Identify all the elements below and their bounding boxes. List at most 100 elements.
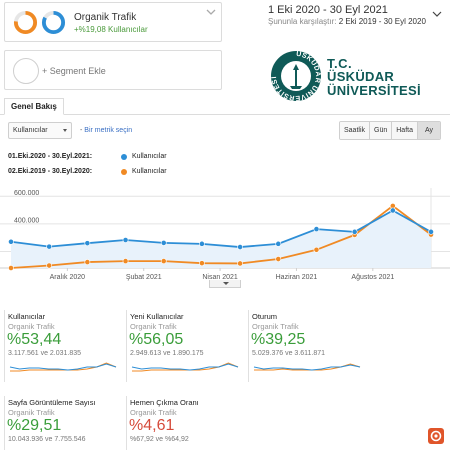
segment-ring-compare-icon xyxy=(41,10,66,35)
segment-ring-icon xyxy=(13,10,38,35)
add-metric[interactable]: - Bir metrik seçin xyxy=(80,127,132,134)
card-sparkline xyxy=(253,363,361,371)
card-values: 5.029.376 ve 3.611.871 xyxy=(252,350,326,357)
series-1-point-8[interactable] xyxy=(313,246,320,253)
logo-line-tc: T.C. xyxy=(327,56,353,71)
series-0-point-2[interactable] xyxy=(84,240,91,247)
card-subtitle: Organik Trafik xyxy=(130,322,177,331)
segment-title: Organik Trafik xyxy=(74,12,137,23)
series-0-point-7[interactable] xyxy=(275,240,282,247)
legend-current-dot-icon xyxy=(121,154,127,160)
x-tick-label: Haziran 2021 xyxy=(276,274,318,281)
series-0-point-10[interactable] xyxy=(389,207,396,214)
card-title: Sayfa Görüntüleme Sayısı xyxy=(8,398,96,407)
logo-line-uskudar: ÜSKÜDAR xyxy=(327,69,395,84)
legend-current-name: Kullanıcılar xyxy=(132,153,167,160)
series-area-0 xyxy=(11,210,431,268)
add-segment-card[interactable]: + Segment Ekle xyxy=(4,50,222,90)
series-1-point-1[interactable] xyxy=(46,262,53,269)
add-metric-link[interactable]: Bir metrik seçin xyxy=(84,127,133,134)
brand-glyph-icon xyxy=(430,430,442,442)
tab-overview[interactable]: Genel Bakış xyxy=(4,98,64,115)
x-tick-label: Aralık 2020 xyxy=(50,274,86,281)
card-percent-change: %39,25 xyxy=(251,331,306,348)
sparkline-current xyxy=(253,364,361,371)
series-0-point-3[interactable] xyxy=(122,237,129,243)
period-button-1[interactable]: Gün xyxy=(370,122,393,139)
legend-current-range: 01.Eki.2020 - 30.Eyl.2021: xyxy=(8,153,93,160)
card-sparkline xyxy=(9,362,117,372)
period-toggle-group: Saatlik Gün Hafta Ay xyxy=(339,121,442,140)
add-segment-circle-icon xyxy=(13,58,39,84)
series-1-point-3[interactable] xyxy=(122,258,129,265)
card-title: Hemen Çıkma Oranı xyxy=(130,398,199,407)
y-tick-label: 600.000 xyxy=(14,190,39,197)
legend-current: 01.Eki.2020 - 30.Eyl.2021: Kullanıcılar xyxy=(8,153,167,160)
card-percent-change: %4,61 xyxy=(129,417,175,434)
period-button-2[interactable]: Hafta xyxy=(392,122,418,139)
metric-select-value: Kullanıcılar xyxy=(13,127,48,134)
date-chevron-down-icon[interactable] xyxy=(432,9,442,19)
segment-card-organic[interactable]: Organik Trafik +%19,08 Kullanıcılar xyxy=(4,2,222,42)
card-values: %67,92 ve %64,92 xyxy=(130,436,189,443)
card-divider xyxy=(248,310,249,382)
series-0-point-9[interactable] xyxy=(351,228,358,235)
series-1-point-0[interactable] xyxy=(8,265,14,271)
series-line-1 xyxy=(10,204,432,269)
metric-select[interactable]: Kullanıcılar xyxy=(8,122,72,139)
compare-range: 2 Eki 2019 - 30 Eyl 2020 xyxy=(338,17,426,26)
card-values: 10.043.936 ve 7.755.546 xyxy=(8,436,86,443)
metric-card-3[interactable]: Sayfa Görüntüleme Sayısı Organik Trafik %2… xyxy=(4,396,122,450)
caret-down-icon xyxy=(63,129,67,132)
series-1-point-2[interactable] xyxy=(84,259,91,265)
series-1-point-5[interactable] xyxy=(199,260,205,267)
sparkline-current xyxy=(9,363,117,371)
series-0-point-4[interactable] xyxy=(160,239,167,246)
card-title: Oturum xyxy=(252,312,278,321)
series-0-point-11[interactable] xyxy=(428,228,434,235)
card-subtitle: Organik Trafik xyxy=(8,408,55,417)
card-sparkline xyxy=(131,362,239,372)
chart-collapse-handle[interactable] xyxy=(209,280,241,288)
tab-divider xyxy=(0,114,450,115)
series-line-0 xyxy=(10,209,432,248)
card-divider xyxy=(4,396,5,450)
x-tick-label: Ağustos 2021 xyxy=(351,274,394,281)
university-seal-logo: ÜSKÜDAR ÜNİVERSİTESİ xyxy=(270,50,321,101)
card-percent-change: %53,44 xyxy=(7,331,62,348)
legend-previous-range: 02.Eki.2019 - 30.Eyl.2020: xyxy=(8,168,93,175)
card-values: 3.117.561 ve 2.031.835 xyxy=(8,350,82,357)
metric-card-1[interactable]: Yeni Kullanıcılar Organik Trafik %56,05 2.9… xyxy=(126,310,244,384)
card-subtitle: Organik Trafik xyxy=(130,408,177,417)
series-1-point-6[interactable] xyxy=(237,260,243,267)
series-0-point-0[interactable] xyxy=(8,238,14,245)
metric-card-4[interactable]: Hemen Çıkma Oranı Organik Trafik %4,61 %67,… xyxy=(126,396,244,450)
series-1-point-7[interactable] xyxy=(275,256,282,262)
series-0-point-8[interactable] xyxy=(313,226,320,233)
series-1-point-4[interactable] xyxy=(160,258,167,265)
series-0-point-1[interactable] xyxy=(46,243,53,250)
card-title: Kullanıcılar xyxy=(8,312,46,321)
date-range-compare[interactable]: Şununla karşılaştır: 2 Eki 2019 - 30 Eyl… xyxy=(268,17,426,26)
card-values: 2.949.613 ve 1.890.175 xyxy=(130,350,204,357)
compare-label: Şununla karşılaştır: xyxy=(268,17,337,26)
caret-down-icon xyxy=(223,282,229,285)
card-subtitle: Organik Trafik xyxy=(252,322,299,331)
x-tick-label: Şubat 2021 xyxy=(126,274,162,281)
chevron-down-icon[interactable] xyxy=(205,6,217,18)
period-button-0[interactable]: Saatlik xyxy=(340,122,371,139)
legend-previous: 02.Eki.2019 - 30.Eyl.2020: Kullanıcılar xyxy=(8,168,167,175)
series-0-point-6[interactable] xyxy=(237,244,243,250)
card-title: Yeni Kullanıcılar xyxy=(130,312,184,321)
metric-card-0[interactable]: Kullanıcılar Organik Trafik %53,44 3.117.56… xyxy=(4,310,122,384)
y-tick-label: 400.000 xyxy=(14,217,39,224)
series-0-point-5[interactable] xyxy=(199,240,205,247)
brand-logo-icon xyxy=(428,428,444,444)
period-button-3[interactable]: Ay xyxy=(417,122,441,139)
card-divider xyxy=(126,396,127,450)
metric-card-2[interactable]: Oturum Organik Trafik %39,25 5.029.376 ve 3… xyxy=(248,310,366,384)
segment-subtitle: +%19,08 Kullanıcılar xyxy=(74,25,148,34)
add-segment-label: + Segment Ekle xyxy=(42,66,106,76)
date-range-main[interactable]: 1 Eki 2020 - 30 Eyl 2021 xyxy=(268,4,388,16)
